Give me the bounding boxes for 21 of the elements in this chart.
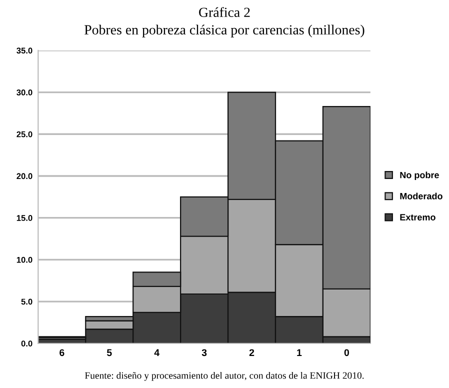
chart-title: Gráfica 2 <box>199 7 250 18</box>
x-tick-label: 0 <box>344 349 349 356</box>
y-tick-label: 35.0 <box>16 48 32 54</box>
x-tick-label: 5 <box>106 349 112 356</box>
chart-subtitle: Pobres en pobreza clásica por carencias (millones) <box>84 24 364 38</box>
y-tick-label: 10.0 <box>16 256 32 263</box>
y-tick-label: 15.0 <box>16 215 32 221</box>
x-tick-label: 4 <box>154 349 160 356</box>
legend-label: No pobre <box>400 172 439 180</box>
y-tick-label: 0.0 <box>21 340 32 346</box>
x-tick-label: 1 <box>297 349 302 356</box>
y-tick-label: 30.0 <box>16 89 32 96</box>
y-tick-label: 5.0 <box>21 298 32 305</box>
x-tick-label: 2 <box>249 349 254 356</box>
legend-label: Moderado <box>400 192 442 200</box>
legend-label: Extremo <box>400 214 436 220</box>
y-tick-label: 25.0 <box>16 131 32 138</box>
source-note: Fuente: diseño y procesamiento del autor, con datos de la ENIGH 2010. <box>84 372 364 381</box>
x-tick-label: 6 <box>60 349 64 356</box>
x-tick-label: 3 <box>202 349 207 356</box>
y-tick-label: 20.0 <box>16 173 32 180</box>
